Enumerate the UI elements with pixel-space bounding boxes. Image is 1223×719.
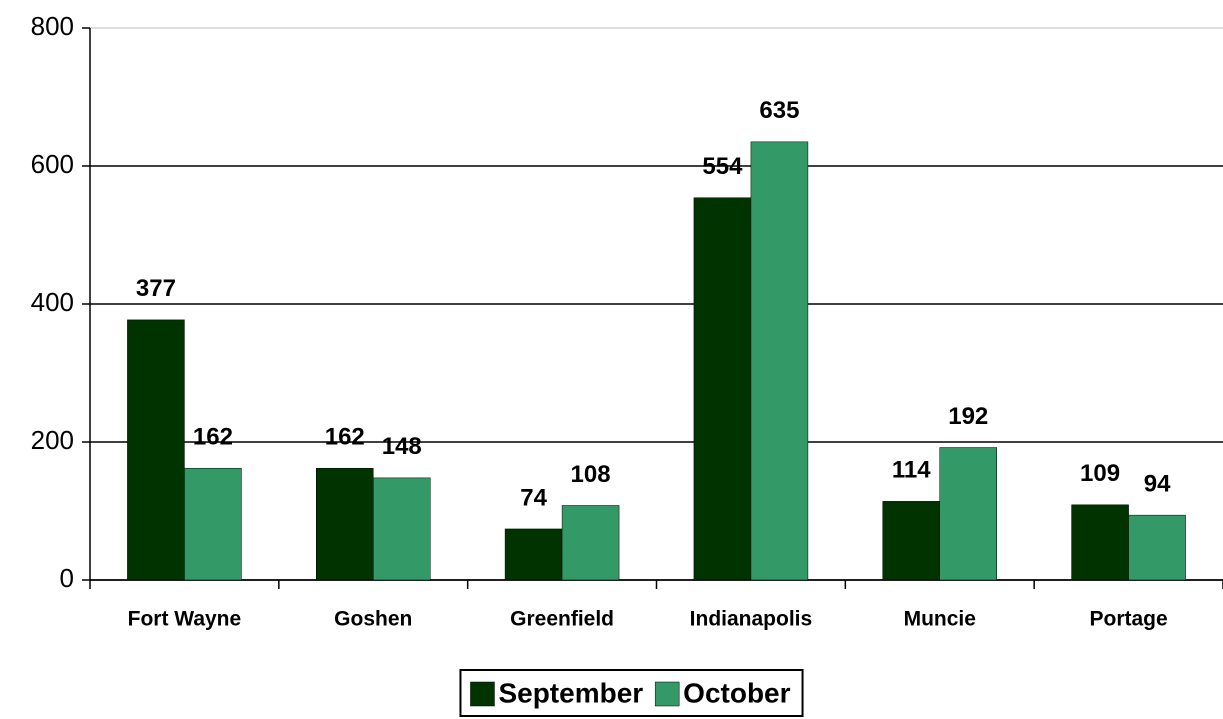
x-tick-label: Portage <box>1089 608 1167 631</box>
value-label: 635 <box>759 97 799 124</box>
bar <box>561 505 620 581</box>
bar <box>693 197 752 581</box>
x-tick-label: Fort Wayne <box>128 608 242 631</box>
value-label: 108 <box>571 461 611 488</box>
value-label: 148 <box>382 433 422 460</box>
y-tick-label: 0 <box>60 563 74 593</box>
value-label: 114 <box>892 457 931 484</box>
legend-label: September <box>498 677 643 708</box>
legend-swatch <box>470 681 495 707</box>
value-label: 109 <box>1080 460 1120 487</box>
value-label: 554 <box>702 153 743 180</box>
legend-label: October <box>683 677 790 708</box>
value-label: 162 <box>193 424 233 451</box>
y-tick-label: 600 <box>31 149 74 179</box>
bar <box>939 447 997 581</box>
legend-box <box>459 669 804 717</box>
y-tick-label: 200 <box>31 425 74 455</box>
bar <box>127 319 185 581</box>
value-label: 74 <box>520 484 547 511</box>
x-tick-label: Goshen <box>334 608 412 631</box>
x-tick-label: Indianapolis <box>690 608 813 631</box>
value-label: 377 <box>136 275 176 302</box>
y-tick-label: 400 <box>31 287 74 317</box>
bar <box>373 477 431 581</box>
bar <box>1071 504 1129 581</box>
legend-swatch <box>654 681 680 707</box>
bar <box>316 467 374 581</box>
value-label: 94 <box>1144 470 1171 497</box>
bar <box>882 501 940 581</box>
bar <box>184 467 242 581</box>
value-label: 192 <box>948 403 988 430</box>
bar <box>1128 514 1186 581</box>
y-tick-label: 800 <box>31 11 74 41</box>
bar <box>750 141 809 581</box>
x-tick-label: Muncie <box>904 608 976 631</box>
bar <box>504 528 563 581</box>
x-tick-label: Greenfield <box>510 608 614 631</box>
value-label: 162 <box>325 424 365 451</box>
